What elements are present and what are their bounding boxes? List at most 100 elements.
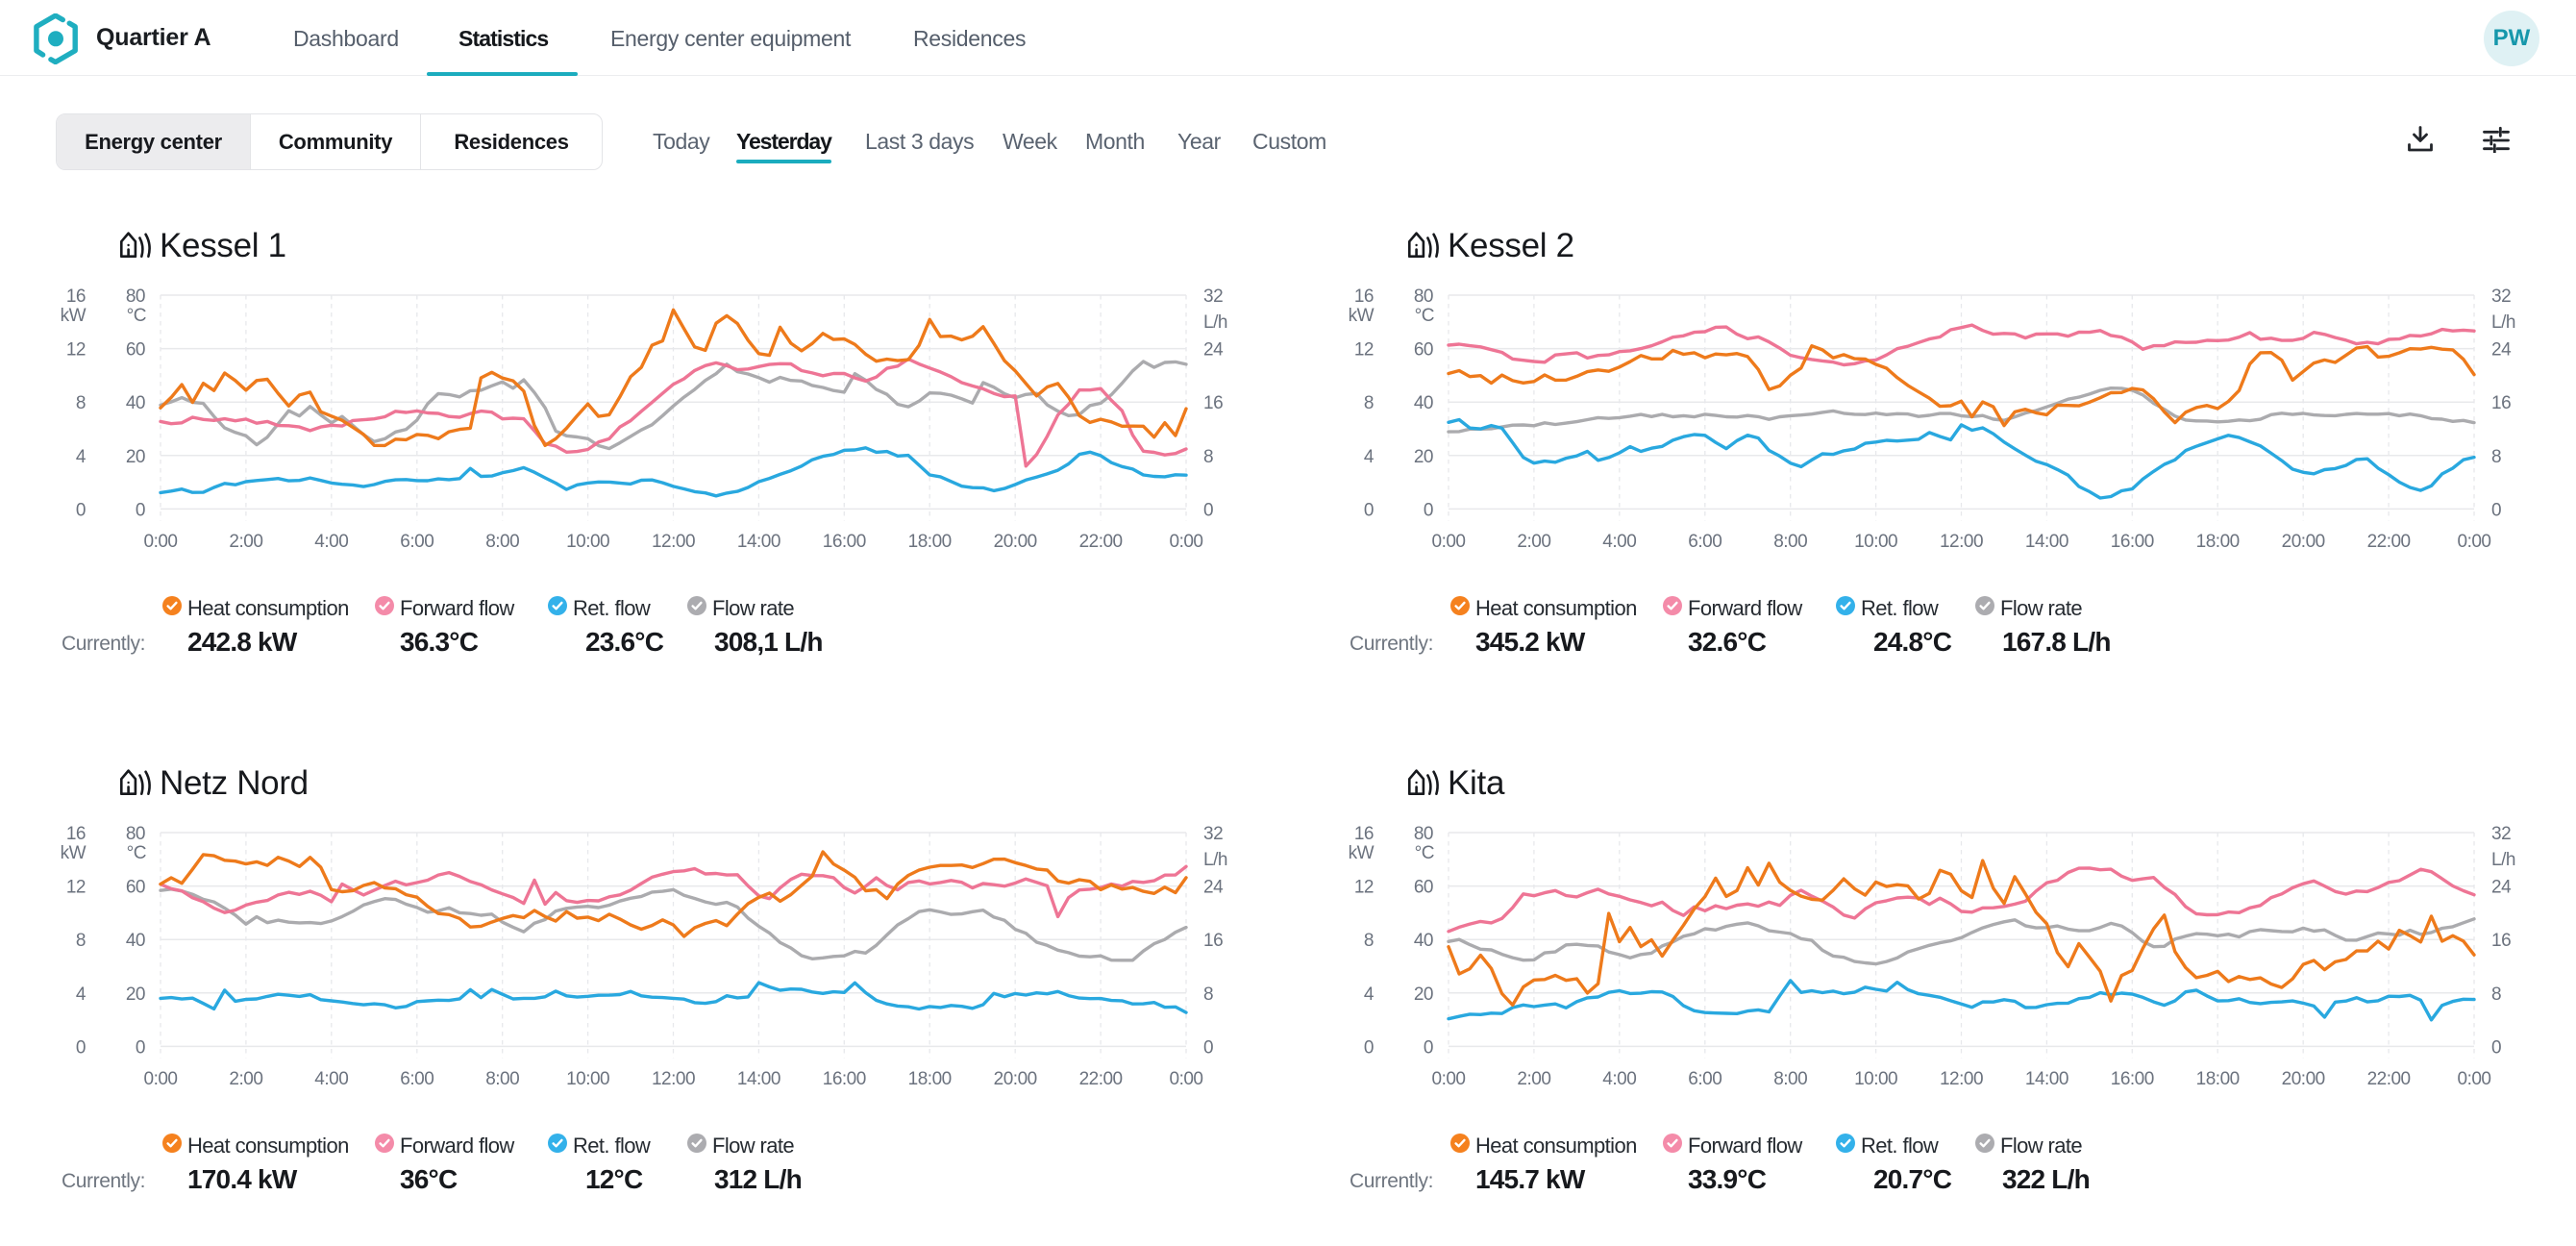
svg-text:0: 0 (2491, 500, 2501, 520)
svg-text:14:00: 14:00 (2025, 1069, 2068, 1089)
svg-text:0: 0 (1203, 1037, 1213, 1058)
svg-text:16: 16 (1354, 287, 1374, 307)
svg-text:16:00: 16:00 (2111, 532, 2154, 552)
svg-text:8:00: 8:00 (1773, 532, 1807, 552)
svg-text:20: 20 (126, 984, 145, 1005)
svg-text:kW: kW (1349, 843, 1375, 863)
svg-text:40: 40 (1414, 393, 1433, 413)
svg-text:kW: kW (1349, 306, 1375, 326)
svg-text:20: 20 (126, 447, 145, 467)
svg-text:16: 16 (1354, 824, 1374, 844)
svg-text:20:00: 20:00 (994, 1069, 1037, 1089)
svg-text:2:00: 2:00 (229, 532, 262, 552)
svg-text:16: 16 (2491, 393, 2511, 413)
svg-text:L/h: L/h (1203, 312, 1227, 333)
svg-text:22:00: 22:00 (2367, 532, 2411, 552)
svg-text:20:00: 20:00 (2282, 1069, 2325, 1089)
svg-text:32: 32 (1203, 824, 1223, 844)
svg-text:8: 8 (76, 931, 86, 951)
svg-text:24: 24 (1203, 878, 1224, 898)
svg-text:16: 16 (66, 824, 86, 844)
svg-text:16: 16 (66, 287, 86, 307)
svg-text:6:00: 6:00 (400, 532, 433, 552)
svg-text:18:00: 18:00 (908, 1069, 952, 1089)
svg-text:0: 0 (136, 1037, 145, 1058)
svg-text:2:00: 2:00 (1517, 532, 1550, 552)
svg-text:8: 8 (1364, 393, 1374, 413)
svg-text:2:00: 2:00 (1517, 1069, 1550, 1089)
svg-text:32: 32 (2491, 824, 2511, 844)
svg-text:0:00: 0:00 (144, 1069, 178, 1089)
svg-text:4:00: 4:00 (314, 1069, 348, 1089)
svg-text:0: 0 (1364, 1037, 1374, 1058)
svg-text:0:00: 0:00 (2458, 1069, 2491, 1089)
svg-text:80: 80 (1414, 824, 1433, 844)
svg-text:0: 0 (136, 500, 145, 520)
svg-text:0: 0 (1424, 1037, 1433, 1058)
svg-text:20: 20 (1414, 984, 1433, 1005)
svg-text:L/h: L/h (1203, 850, 1227, 870)
svg-text:60: 60 (126, 340, 145, 361)
svg-text:0: 0 (1203, 500, 1213, 520)
svg-text:6:00: 6:00 (1688, 1069, 1721, 1089)
svg-text:14:00: 14:00 (737, 532, 780, 552)
svg-text:10:00: 10:00 (566, 532, 609, 552)
svg-text:0:00: 0:00 (1170, 1069, 1203, 1089)
svg-text:32: 32 (2491, 287, 2511, 307)
svg-text:16:00: 16:00 (823, 532, 866, 552)
svg-text:4: 4 (76, 447, 87, 467)
svg-text:40: 40 (126, 931, 145, 951)
svg-text:10:00: 10:00 (1854, 532, 1897, 552)
svg-text:8:00: 8:00 (485, 1069, 519, 1089)
svg-text:40: 40 (1414, 931, 1433, 951)
svg-text:0:00: 0:00 (1432, 532, 1466, 552)
svg-text:22:00: 22:00 (2367, 1069, 2411, 1089)
svg-text:60: 60 (1414, 340, 1433, 361)
svg-text:8: 8 (2491, 447, 2501, 467)
svg-text:22:00: 22:00 (1079, 1069, 1123, 1089)
svg-text:12: 12 (1354, 878, 1374, 898)
svg-text:0: 0 (76, 500, 86, 520)
svg-text:12: 12 (66, 340, 86, 361)
svg-text:4:00: 4:00 (1602, 532, 1636, 552)
svg-text:8: 8 (1364, 931, 1374, 951)
svg-text:16: 16 (1203, 393, 1223, 413)
svg-text:6:00: 6:00 (400, 1069, 433, 1089)
svg-text:4: 4 (76, 984, 87, 1005)
svg-text:0: 0 (2491, 1037, 2501, 1058)
svg-text:60: 60 (1414, 878, 1433, 898)
svg-text:8: 8 (2491, 984, 2501, 1005)
svg-text:4:00: 4:00 (1602, 1069, 1636, 1089)
svg-text:16:00: 16:00 (823, 1069, 866, 1089)
svg-text:4: 4 (1364, 984, 1375, 1005)
svg-text:80: 80 (1414, 287, 1433, 307)
svg-text:0:00: 0:00 (1432, 1069, 1466, 1089)
svg-text:12:00: 12:00 (652, 1069, 695, 1089)
svg-text:12: 12 (66, 878, 86, 898)
svg-text:10:00: 10:00 (566, 1069, 609, 1089)
svg-text:18:00: 18:00 (2196, 532, 2240, 552)
svg-text:kW: kW (61, 306, 87, 326)
svg-text:40: 40 (126, 393, 145, 413)
svg-text:0: 0 (1364, 500, 1374, 520)
svg-text:80: 80 (126, 287, 145, 307)
svg-text:12: 12 (1354, 340, 1374, 361)
svg-text:0:00: 0:00 (1170, 532, 1203, 552)
svg-text:14:00: 14:00 (2025, 532, 2068, 552)
svg-text:8: 8 (1203, 447, 1213, 467)
svg-text:10:00: 10:00 (1854, 1069, 1897, 1089)
svg-text:°C: °C (1415, 306, 1434, 326)
svg-text:12:00: 12:00 (1940, 1069, 1983, 1089)
svg-text:24: 24 (2491, 340, 2512, 361)
svg-text:14:00: 14:00 (737, 1069, 780, 1089)
svg-text:8:00: 8:00 (485, 532, 519, 552)
svg-text:°C: °C (127, 306, 146, 326)
svg-text:80: 80 (126, 824, 145, 844)
svg-text:22:00: 22:00 (1079, 532, 1123, 552)
svg-text:L/h: L/h (2491, 312, 2515, 333)
svg-text:12:00: 12:00 (652, 532, 695, 552)
svg-text:16: 16 (1203, 931, 1223, 951)
svg-text:60: 60 (126, 878, 145, 898)
svg-text:8: 8 (1203, 984, 1213, 1005)
svg-text:16: 16 (2491, 931, 2511, 951)
